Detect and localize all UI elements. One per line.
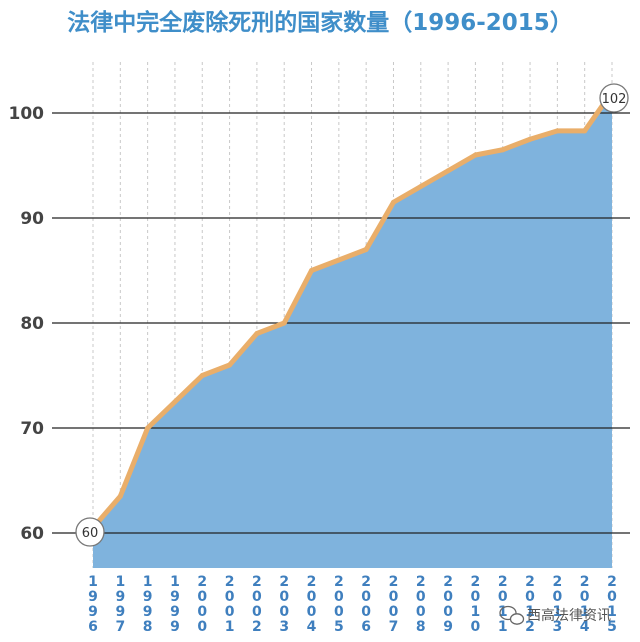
plot-area (93, 92, 612, 568)
line-segment (145, 399, 178, 431)
line-segment (500, 136, 533, 153)
line-segment (472, 147, 506, 158)
watermark-text: 西高法律资讯 (527, 607, 611, 624)
line-segment (363, 199, 396, 252)
data-label-circle (75, 517, 105, 547)
data-line (90, 89, 615, 531)
data-label-circle (599, 83, 629, 113)
wechat-icon (499, 605, 525, 625)
line-segment (390, 184, 424, 205)
watermark: 西高法律资讯 (499, 605, 611, 625)
line-segment (418, 168, 451, 189)
line-segment (254, 320, 287, 336)
y-tick-label: 80 (20, 314, 44, 334)
line-segment (199, 362, 233, 378)
line-segment (445, 152, 478, 174)
line-segment (336, 247, 369, 263)
line-segment (117, 425, 151, 499)
y-axis-ticks: 60 70 80 90 100 (9, 104, 45, 544)
line-segment (527, 128, 560, 142)
line-segment (172, 373, 205, 405)
line-segment (309, 257, 342, 273)
chart-title: 法律中完全废除死刑的国家数量（1996-2015） (67, 9, 573, 36)
y-tick-label: 90 (20, 209, 44, 229)
line-segment (227, 331, 260, 368)
data-label: 102 (602, 92, 627, 107)
y-tick-label: 70 (20, 419, 44, 439)
x-axis-ticks: 1 9 9 6 1 9 9 7 1 9 9 8 1 9 9 9 2 0 0 0 2 0 0 1 2 0 0 2 2 0 0 3 2 0 0 4 2 0 0 5… (88, 574, 617, 635)
area-fill (93, 92, 612, 568)
y-tick-label: 60 (20, 524, 44, 544)
y-tick-label: 100 (9, 104, 45, 124)
data-label: 60 (82, 526, 99, 541)
data-labels: 60 102 (75, 83, 629, 547)
line-segment (281, 268, 315, 326)
